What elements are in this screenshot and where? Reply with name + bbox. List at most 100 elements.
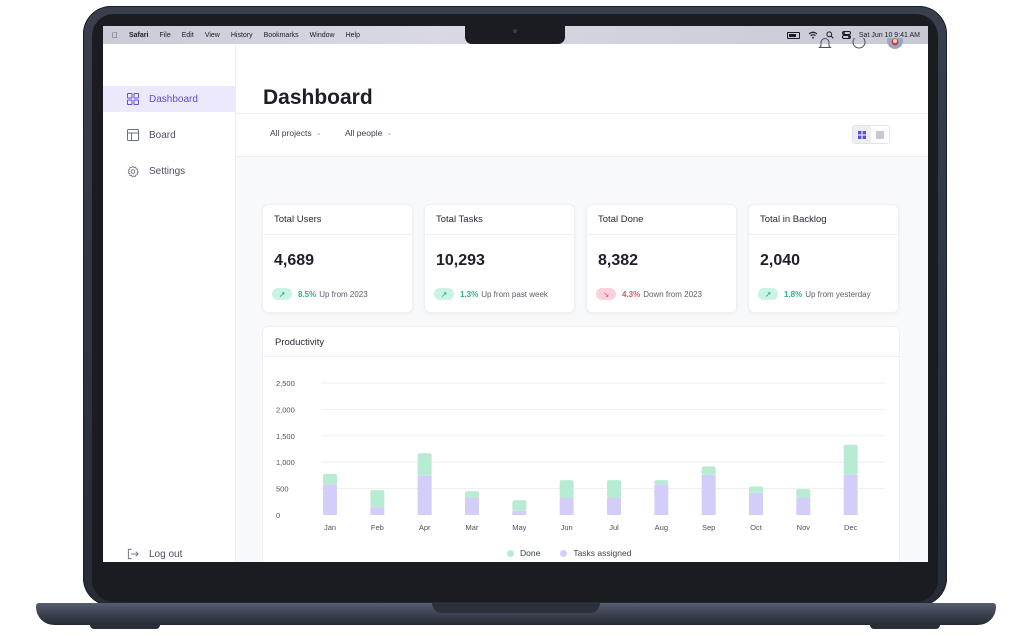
- legend-item-tasks-assigned: Tasks assigned: [560, 548, 631, 558]
- view-toggle: [852, 125, 890, 144]
- wifi-icon[interactable]: [808, 31, 818, 39]
- x-tick-label: Dec: [844, 523, 858, 532]
- help-icon[interactable]: [852, 38, 866, 50]
- projects-filter-dropdown[interactable]: All projects ⌄: [270, 128, 321, 138]
- battery-icon[interactable]: [786, 31, 800, 39]
- x-tick-label: Aug: [655, 523, 668, 532]
- sidebar-item-dashboard[interactable]: Dashboard: [103, 86, 235, 112]
- card-divider: [749, 234, 898, 235]
- stat-card-total-done: Total Done 8,382 ↘ 4.3% Down from 2023: [586, 204, 737, 313]
- chart-legend: Done Tasks assigned: [507, 548, 631, 558]
- sidebar-item-board[interactable]: Board: [103, 122, 235, 148]
- x-tick-label: Mar: [466, 523, 479, 532]
- trend-down-icon: ↘: [596, 288, 616, 300]
- page-header: Dashboard: [236, 44, 928, 114]
- card-title: Total Users: [274, 214, 322, 225]
- bar-done-jun: [559, 480, 574, 498]
- card-value: 4,689: [274, 252, 315, 269]
- card-trend: ↗ 1.3% Up from past week: [434, 288, 548, 300]
- x-tick-label: Jan: [324, 523, 336, 532]
- board-icon: [127, 129, 139, 141]
- bar-tasks-assigned-may: [512, 510, 527, 515]
- card-value: 2,040: [760, 252, 801, 269]
- menu-edit[interactable]: Edit: [175, 31, 194, 39]
- bar-tasks-assigned-feb: [370, 507, 385, 515]
- sidebar-item-settings[interactable]: Settings: [103, 158, 235, 184]
- bar-done-aug: [654, 480, 669, 485]
- bar-done-jan: [323, 473, 337, 485]
- bar-tasks-assigned-nov: [796, 497, 811, 515]
- bar-tasks-assigned-jan: [323, 484, 337, 515]
- x-tick-label: Oct: [750, 523, 763, 532]
- sidebar-item-label: Board: [149, 129, 176, 141]
- projects-filter-label: All projects: [270, 128, 312, 138]
- menu-file[interactable]: File: [153, 31, 170, 39]
- menu-history[interactable]: History: [224, 31, 253, 39]
- sidebar-item-label: Settings: [149, 165, 186, 177]
- card-value: 10,293: [436, 252, 485, 269]
- status-area: Sat Jun 10 9:41 AM: [786, 26, 920, 44]
- bar-done-dec: [843, 444, 858, 475]
- bar-done-apr: [417, 453, 432, 476]
- sidebar-item-label: Dashboard: [149, 93, 198, 105]
- stat-card-total-backlog: Total in Backlog 2,040 ↗ 1.8% Up from ye…: [748, 204, 899, 313]
- grid-view-button[interactable]: [853, 126, 871, 143]
- x-tick-label: Jun: [561, 523, 573, 532]
- y-tick-label: 1,500: [276, 432, 295, 441]
- y-tick-label: 2,000: [276, 405, 295, 414]
- bell-icon[interactable]: [818, 38, 832, 50]
- logout-button[interactable]: Log out: [103, 541, 235, 562]
- list-view-button[interactable]: [871, 126, 889, 143]
- avatar[interactable]: [886, 38, 904, 50]
- bar-done-jul: [607, 480, 621, 498]
- card-title: Total Done: [598, 214, 644, 225]
- legend-swatch-tasks-assigned: [560, 549, 568, 557]
- stat-card-total-users: Total Users 4,689 ↗ 8.5% Up from 2023: [262, 204, 413, 313]
- spotlight-search-icon[interactable]: [826, 31, 834, 39]
- trend-note: Up from past week: [481, 289, 548, 299]
- trend-up-icon: ↗: [758, 288, 778, 300]
- screen:  Safari File Edit View History Bookmark…: [103, 26, 928, 562]
- card-trend: ↘ 4.3% Down from 2023: [596, 288, 702, 300]
- x-tick-label: Nov: [797, 523, 811, 532]
- bar-done-mar: [465, 491, 479, 498]
- trend-note: Down from 2023: [643, 289, 702, 299]
- grid-icon: [127, 93, 139, 105]
- bar-tasks-assigned-mar: [465, 497, 479, 515]
- menu-bookmarks[interactable]: Bookmarks: [257, 31, 299, 39]
- legend-swatch-done: [507, 549, 514, 557]
- trend-up-icon: ↗: [434, 288, 454, 300]
- y-tick-label: 0: [276, 511, 280, 520]
- laptop-base-notch: [432, 603, 600, 613]
- people-filter-label: All people: [345, 128, 383, 138]
- trend-percent: 1.3%: [460, 289, 479, 299]
- grid-view-icon: [858, 130, 866, 139]
- clock[interactable]: Sat Jun 10 9:41 AM: [858, 31, 920, 39]
- x-tick-label: Feb: [371, 523, 384, 532]
- card-divider: [263, 234, 412, 235]
- menu-window[interactable]: Window: [303, 31, 335, 39]
- bar-done-feb: [370, 490, 385, 508]
- sidebar: Dashboard Board Settings: [103, 44, 236, 562]
- x-tick-label: May: [512, 523, 526, 532]
- gear-icon: [127, 165, 139, 177]
- trend-note: Up from yesterday: [805, 289, 871, 299]
- menu-view[interactable]: View: [198, 31, 220, 39]
- card-value: 8,382: [598, 252, 639, 269]
- productivity-card: Productivity 2,500 2,000 1,500 1,000 500 0 Jan…: [262, 326, 900, 562]
- card-divider: [425, 234, 574, 235]
- y-tick-label: 2,500: [276, 379, 295, 388]
- x-tick-label: Jul: [609, 523, 619, 532]
- menu-help[interactable]: Help: [339, 31, 360, 39]
- apple-icon[interactable]: : [112, 31, 118, 40]
- menu-app-name[interactable]: Safari: [123, 31, 148, 39]
- x-tick-label: Sep: [702, 523, 715, 532]
- y-tick-label: 500: [276, 485, 289, 494]
- filter-bar: All projects ⌄ All people ⌄: [236, 114, 928, 157]
- trend-percent: 4.3%: [622, 289, 641, 299]
- legend-label: Tasks assigned: [573, 548, 632, 558]
- people-filter-dropdown[interactable]: All people ⌄: [345, 128, 392, 138]
- bar-done-oct: [749, 486, 763, 493]
- list-view-icon: [876, 131, 884, 138]
- control-center-icon[interactable]: [841, 31, 851, 39]
